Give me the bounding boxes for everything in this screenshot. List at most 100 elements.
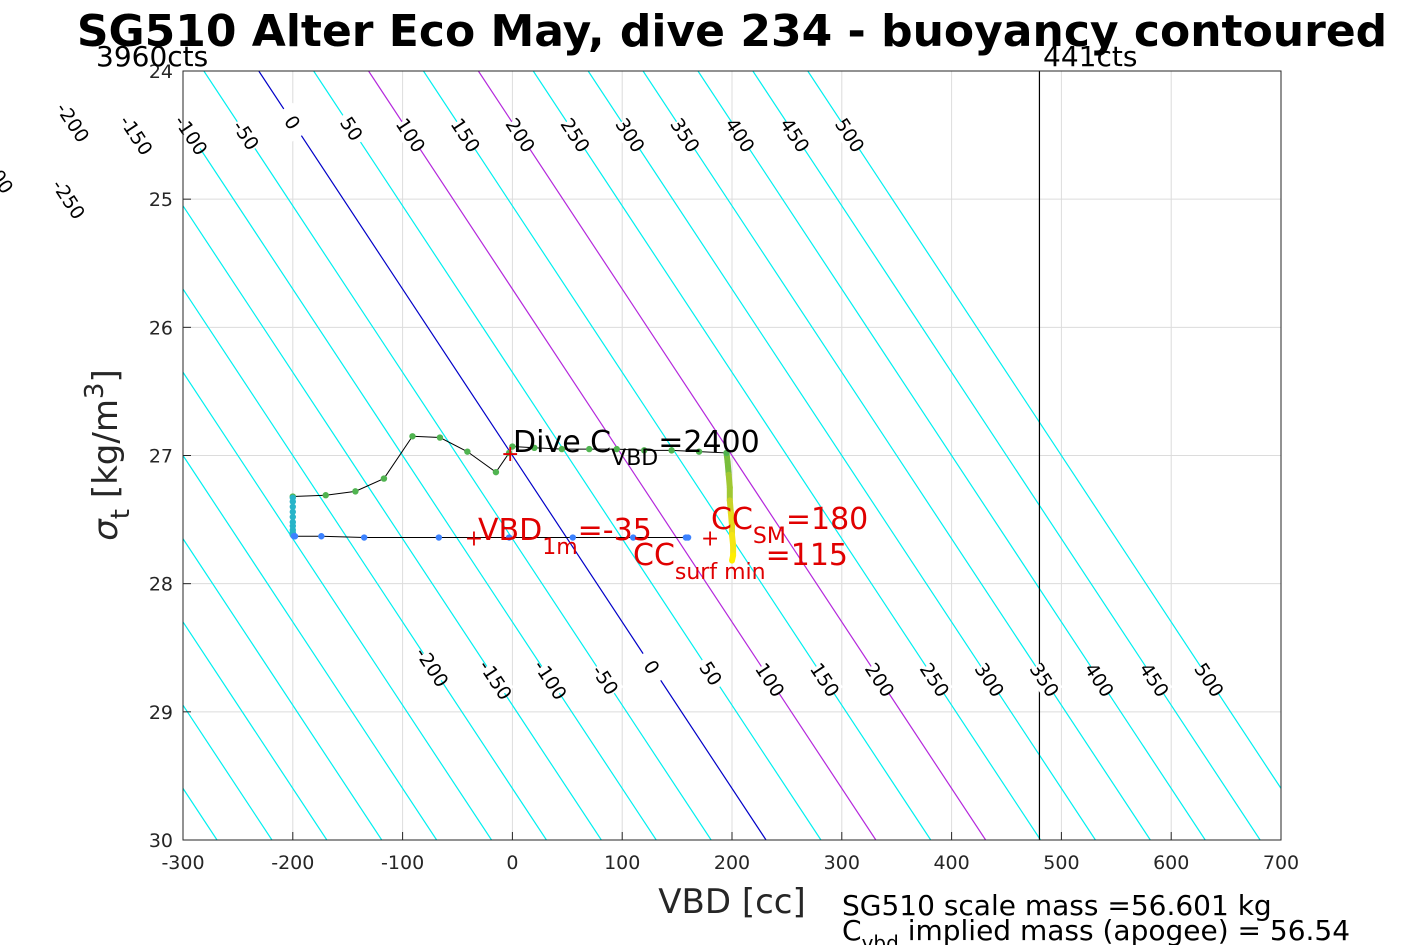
x-tick-label: -300 bbox=[161, 852, 204, 874]
y-tick-label: 26 bbox=[149, 317, 173, 339]
profile-point bbox=[352, 488, 359, 495]
contour-label-bg bbox=[633, 647, 670, 687]
contour-label-bg bbox=[587, 660, 624, 700]
y-tick-label: 28 bbox=[149, 574, 173, 596]
annotation-cc-surf: CCsurf min=115 bbox=[633, 538, 848, 585]
contour-label-bg bbox=[722, 115, 759, 155]
contour-label-bg bbox=[832, 115, 869, 155]
contour-label-bg bbox=[118, 115, 155, 155]
contour-label-bg bbox=[1081, 660, 1118, 700]
annotation-cc-sm: CCSM=180 bbox=[711, 502, 868, 549]
contour-line bbox=[422, 71, 932, 840]
annotation-cc-surf-post: =115 bbox=[766, 538, 848, 573]
y-tick-label: 30 bbox=[149, 830, 173, 852]
count-label-right: 441cts bbox=[1043, 40, 1137, 73]
y-axis-label-close: ] bbox=[86, 369, 126, 382]
annotation-vbd-1m-post: =-35 bbox=[578, 513, 652, 548]
contour-label-bg bbox=[392, 115, 429, 155]
contour-label-bg bbox=[693, 653, 730, 693]
profile-point bbox=[695, 448, 703, 455]
bottom-point bbox=[360, 534, 368, 541]
bottom-point bbox=[435, 534, 443, 541]
annotation-vbd-1m-pre: VBD bbox=[478, 513, 542, 548]
profile-point bbox=[640, 447, 648, 454]
profile-point bbox=[505, 449, 513, 457]
x-tick-label: -100 bbox=[381, 852, 424, 874]
bottom-point bbox=[505, 534, 513, 541]
y-tick-label: 29 bbox=[149, 702, 173, 724]
x-tick-label: 700 bbox=[1263, 852, 1299, 874]
contour-label-bg bbox=[50, 179, 87, 219]
series-layer bbox=[289, 433, 737, 564]
bottom-point bbox=[629, 534, 637, 541]
contour-label: -250 bbox=[47, 176, 89, 224]
contour-layer bbox=[183, 71, 1281, 840]
contour-line bbox=[532, 71, 1042, 840]
profile-point bbox=[509, 443, 516, 450]
contour-line bbox=[313, 71, 822, 840]
contour-label-bg bbox=[971, 660, 1008, 700]
red-plus-marker: + bbox=[701, 527, 719, 552]
contour-label-bg bbox=[1026, 660, 1063, 700]
footer-implied-mass-post: implied mass (apogee) = 56.54 bbox=[899, 914, 1350, 945]
contour-label-bg bbox=[916, 660, 953, 700]
y-axis-label: σt [kg/m3] bbox=[80, 369, 136, 541]
y-tick-label: 27 bbox=[149, 446, 173, 468]
bottom-point bbox=[291, 533, 299, 540]
contour-label-bg bbox=[752, 660, 789, 700]
marker-layer: + + + bbox=[465, 442, 720, 552]
contour-line bbox=[587, 71, 1096, 840]
contour-line bbox=[183, 537, 383, 840]
annotation-cc-sm-post: =180 bbox=[786, 502, 868, 537]
y-axis-label-unit: [kg/m bbox=[86, 399, 126, 509]
y-tick-label: 24 bbox=[149, 61, 173, 83]
annotation-cc-surf-pre: CC bbox=[633, 538, 675, 573]
contour-label-bg bbox=[861, 660, 898, 700]
contour-line bbox=[183, 454, 438, 840]
red-plus-marker: + bbox=[501, 442, 519, 467]
x-tick-label: 400 bbox=[933, 852, 969, 874]
y-axis-label-sigma: σ bbox=[86, 518, 126, 541]
footer-implied-mass-pre: C bbox=[842, 914, 862, 945]
annotation-cc-surf-sub: surf min bbox=[675, 560, 766, 585]
contour-line bbox=[183, 620, 328, 840]
contour-line bbox=[697, 71, 1206, 840]
contour-label-bg bbox=[477, 660, 514, 700]
contour-label-bg bbox=[1191, 660, 1228, 700]
contour-label-bg bbox=[502, 115, 539, 155]
profile-point bbox=[723, 449, 730, 457]
profile-point bbox=[531, 444, 538, 452]
x-tick-label: 500 bbox=[1043, 852, 1079, 874]
x-tick-label: 600 bbox=[1153, 852, 1189, 874]
contour-line bbox=[183, 371, 493, 840]
profile-point bbox=[492, 468, 500, 476]
annotation-dive-cvbd: Dive CVBD=2400 bbox=[513, 425, 760, 471]
annotation-vbd-1m-sub: 1m bbox=[542, 535, 577, 560]
profile-point bbox=[436, 434, 444, 441]
contour-label-bg bbox=[612, 115, 649, 155]
count-label-left: 3960cts bbox=[96, 40, 208, 73]
contour-label: -200 bbox=[51, 99, 93, 147]
contour-label-bg bbox=[1136, 660, 1173, 700]
profile-point bbox=[409, 433, 416, 440]
profile-point bbox=[613, 445, 620, 453]
footer-implied-mass: Cvbd implied mass (apogee) = 56.54 bbox=[842, 914, 1350, 945]
contour-line bbox=[183, 121, 657, 840]
bottom-point bbox=[289, 498, 296, 505]
y-tick-label: 25 bbox=[149, 189, 173, 211]
contour-label-bg bbox=[532, 660, 569, 700]
x-tick-label: -200 bbox=[271, 852, 314, 874]
contour-line bbox=[183, 287, 547, 840]
annotation-cc-sm-sub: SM bbox=[753, 524, 786, 549]
contour-label-bg bbox=[414, 647, 451, 687]
y-axis-label-sub: t bbox=[106, 509, 136, 519]
contour-label-bg bbox=[667, 115, 704, 155]
contour-line bbox=[183, 204, 602, 840]
contour-label-bg bbox=[173, 115, 210, 155]
tick-layer: -300 -200 -100 0 100 200 300 400 500 600 700 24 25 26… bbox=[149, 61, 1299, 874]
contour-label-bg bbox=[274, 102, 311, 142]
contour-label-bg bbox=[807, 660, 844, 700]
bottom-point bbox=[318, 533, 325, 540]
profile-point bbox=[380, 475, 388, 482]
